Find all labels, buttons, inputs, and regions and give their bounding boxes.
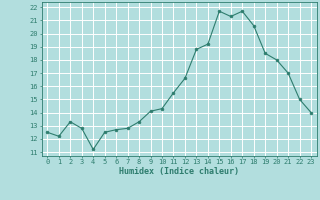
X-axis label: Humidex (Indice chaleur): Humidex (Indice chaleur)	[119, 167, 239, 176]
